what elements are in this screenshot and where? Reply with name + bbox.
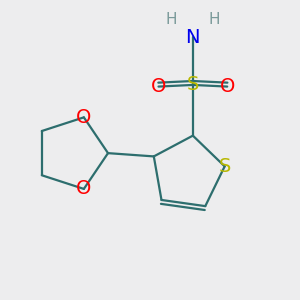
Text: H: H	[208, 12, 220, 27]
Text: O: O	[76, 179, 92, 198]
Text: S: S	[187, 75, 199, 94]
Text: H: H	[166, 12, 177, 27]
Text: O: O	[220, 77, 235, 96]
Text: O: O	[151, 77, 166, 96]
Text: O: O	[76, 108, 92, 127]
Text: S: S	[218, 157, 231, 176]
Text: N: N	[186, 28, 200, 47]
